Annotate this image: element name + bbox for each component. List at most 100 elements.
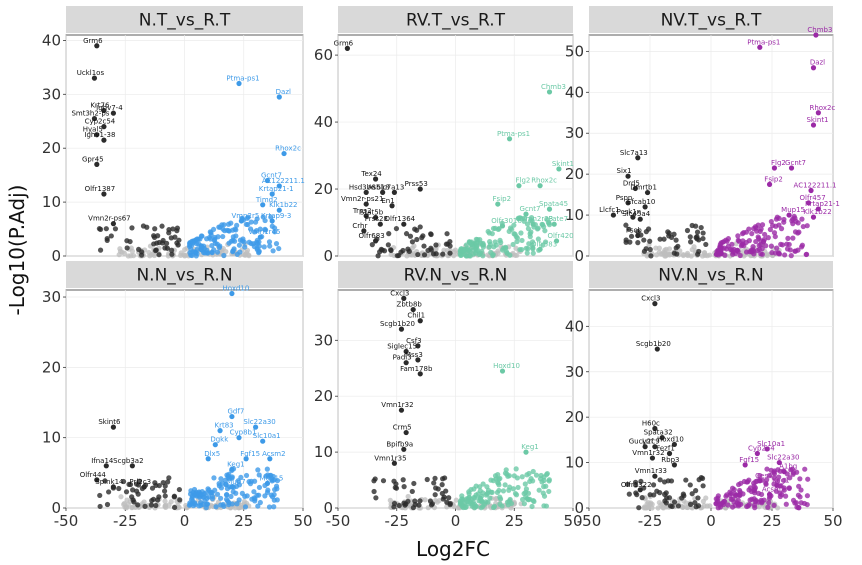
- gene-label: Rbp3: [661, 456, 679, 464]
- data-point: [544, 216, 550, 222]
- gene-label: Fezf1: [656, 445, 675, 453]
- gene-point: [236, 435, 242, 441]
- gene-point: [642, 204, 648, 210]
- data-point: [764, 477, 770, 483]
- data-point: [627, 239, 633, 245]
- data-point: [244, 215, 250, 221]
- data-point: [459, 496, 465, 502]
- gene-point: [415, 357, 421, 363]
- gene-point: [401, 446, 407, 452]
- data-point: [503, 245, 509, 251]
- data-point: [169, 247, 175, 253]
- data-point: [489, 231, 495, 237]
- data-point: [409, 488, 415, 495]
- data-point: [162, 245, 168, 251]
- gene-label: Efcab10: [627, 198, 655, 206]
- data-point: [533, 472, 540, 478]
- data-point: [193, 491, 199, 497]
- data-point: [264, 466, 270, 472]
- gene-point: [205, 456, 211, 462]
- gene-label: Ptma-ps1: [747, 38, 780, 46]
- data-point: [803, 251, 810, 257]
- gene-label: Krtap9-3: [261, 212, 291, 220]
- data-point: [772, 233, 778, 240]
- data-point: [756, 246, 762, 252]
- data-point: [521, 215, 528, 221]
- data-point: [524, 472, 530, 478]
- data-point: [187, 491, 194, 497]
- gene-label: Mup15: [260, 474, 284, 482]
- data-point: [236, 242, 242, 248]
- gene-point: [417, 186, 423, 192]
- data-point: [130, 253, 137, 259]
- gene-label: Klk1b22: [803, 208, 831, 216]
- data-point: [135, 502, 141, 508]
- data-point: [698, 224, 704, 231]
- data-point: [768, 218, 774, 225]
- gene-label: Olfr583: [531, 240, 557, 248]
- gene-label: Crhr: [352, 222, 367, 230]
- data-point: [120, 478, 127, 485]
- data-point: [766, 500, 772, 506]
- facet-strip: [589, 6, 833, 33]
- data-point: [749, 231, 755, 237]
- data-point: [168, 499, 174, 505]
- gene-label: Csf3: [406, 337, 421, 345]
- data-point: [237, 237, 244, 243]
- data-point: [432, 475, 438, 481]
- gene-point: [377, 221, 383, 227]
- data-point: [116, 252, 122, 258]
- y-tick-label: 0: [51, 247, 61, 265]
- gene-label: Vmn1r33: [635, 467, 667, 475]
- data-point: [156, 252, 162, 258]
- data-point: [159, 240, 166, 246]
- data-point: [680, 504, 686, 511]
- data-point: [729, 504, 736, 510]
- data-point: [492, 496, 499, 502]
- x-tick-label: 50: [823, 512, 842, 530]
- data-point: [431, 480, 437, 486]
- point-cloud: [623, 213, 810, 259]
- facet-panel: N.T_vs_R.T 0 10 20 30 40 Grm6 Uckl1os Krt76Ighv7…: [42, 6, 305, 265]
- gene-point: [771, 165, 778, 171]
- gene-point: [110, 484, 116, 490]
- data-point: [218, 476, 224, 482]
- gene-point: [506, 136, 513, 142]
- gene-point: [229, 466, 235, 472]
- data-point: [535, 236, 541, 242]
- data-point: [171, 494, 177, 500]
- y-tick-label: 10: [42, 193, 61, 211]
- gene-label: Mup15: [781, 206, 805, 214]
- gene-label: Cyp2a4: [748, 445, 775, 453]
- y-tick-label: 40: [42, 31, 61, 49]
- data-point: [241, 239, 247, 245]
- data-point: [738, 480, 744, 486]
- data-point: [414, 236, 420, 243]
- gene-label: Ces4: [755, 472, 773, 480]
- y-tick-label: 10: [42, 429, 61, 447]
- data-point: [125, 253, 131, 259]
- data-point: [139, 249, 145, 255]
- gene-point: [276, 94, 282, 100]
- gene-label: Padi3: [393, 354, 412, 362]
- data-point: [718, 501, 724, 507]
- data-point: [224, 491, 230, 498]
- data-point: [713, 500, 720, 507]
- data-point: [267, 243, 273, 249]
- data-point: [255, 467, 261, 473]
- x-tick-label: -50: [577, 512, 602, 530]
- data-point: [214, 249, 221, 255]
- data-point: [783, 493, 789, 499]
- gene-label: AC122211.1: [262, 177, 305, 185]
- data-point: [487, 241, 493, 247]
- data-point: [511, 222, 517, 228]
- x-tick-label: -25: [113, 512, 138, 530]
- data-point: [155, 233, 161, 239]
- data-point: [797, 476, 803, 482]
- data-point: [695, 503, 702, 509]
- y-tick-label: 30: [42, 288, 61, 306]
- data-point: [737, 252, 743, 259]
- data-point: [513, 466, 519, 472]
- gene-label: Skint1: [806, 116, 828, 124]
- data-point: [234, 501, 240, 507]
